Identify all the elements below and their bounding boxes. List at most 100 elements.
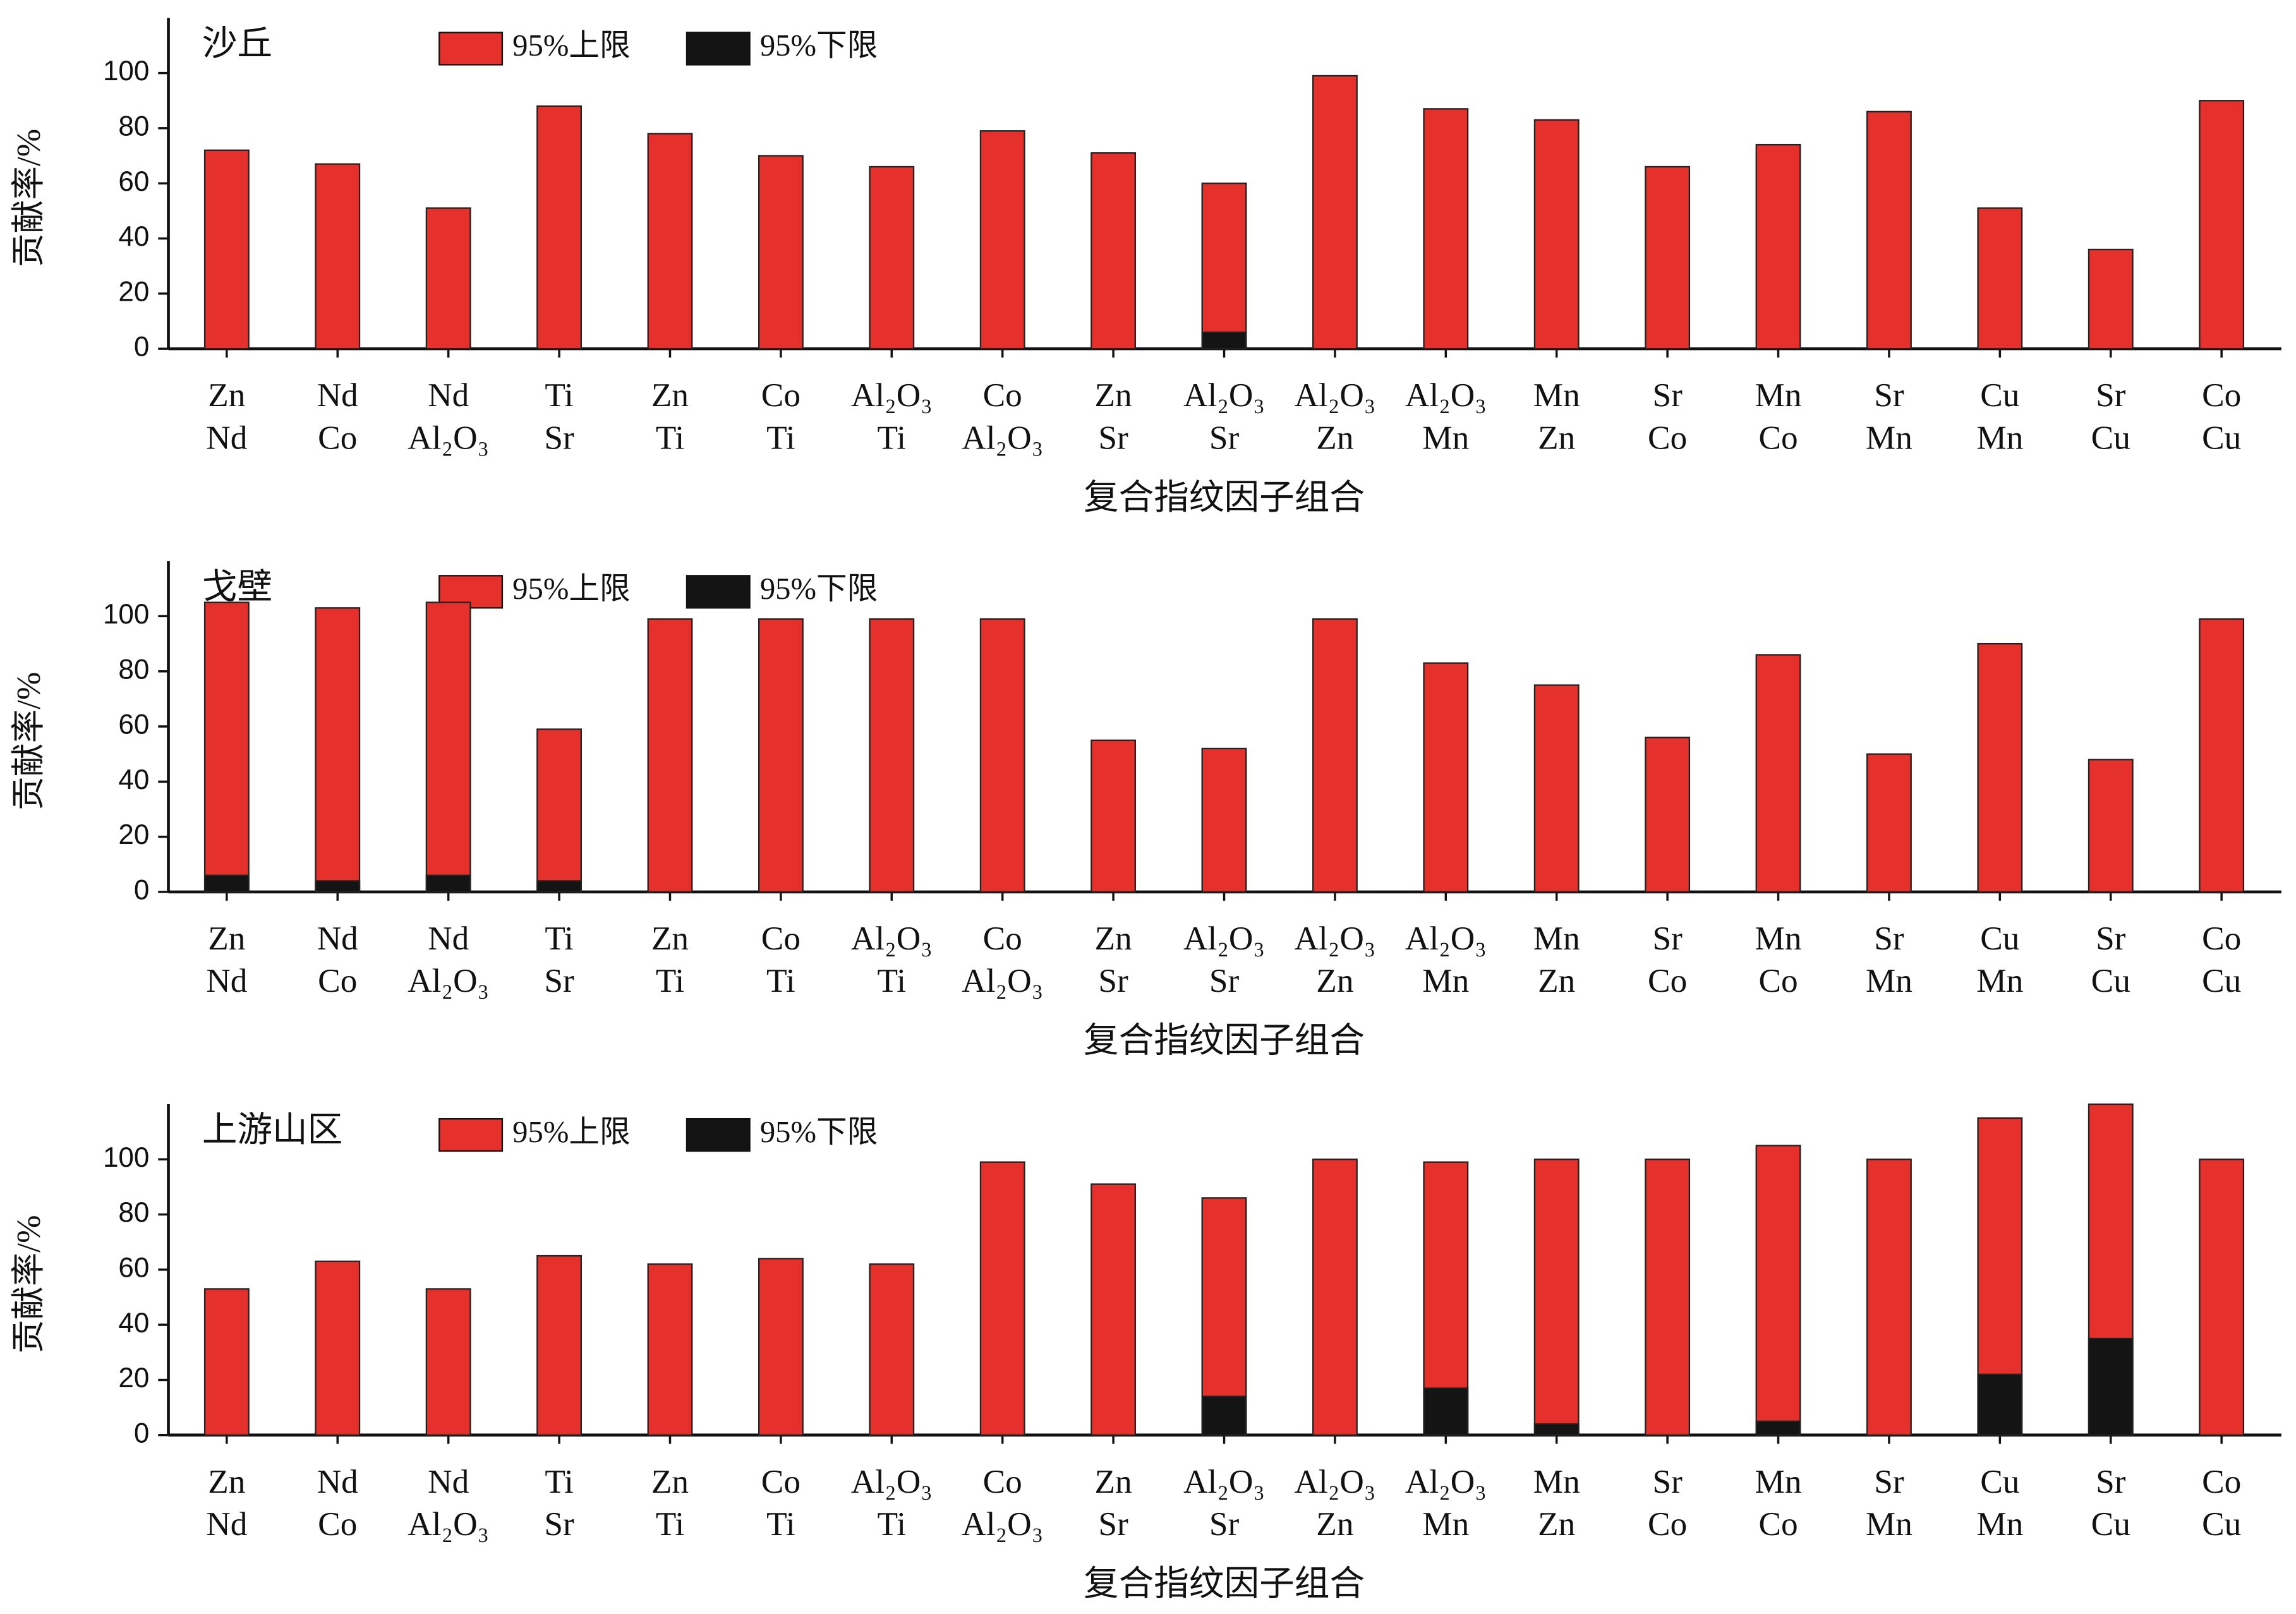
x-tick-label: Cu (2202, 419, 2241, 456)
x-tick-label: Cu (2202, 1505, 2241, 1543)
bar (758, 1258, 804, 1436)
bar (425, 1288, 471, 1436)
x-tick-label: Sr (1098, 1505, 1128, 1543)
x-tick-label: Co (761, 376, 801, 414)
legend-swatch (686, 1117, 751, 1152)
bar (536, 1255, 583, 1436)
x-tick-label: Sr (1098, 962, 1128, 999)
x-tick-label: Al₂O₃ (1405, 1463, 1487, 1500)
x-tick-label: Co (983, 376, 1022, 414)
legend-swatch (686, 32, 751, 66)
x-tick-label: Co (318, 1505, 357, 1543)
x-tick-label: Cu (2091, 419, 2130, 456)
x-tick-label: Mn (1976, 1505, 2023, 1543)
y-axis-title: 贡献率/% (10, 672, 47, 810)
bar (1533, 684, 1580, 893)
bar (2088, 759, 2134, 893)
y-tick-label: 0 (134, 332, 149, 363)
x-tick-label: Al₂O₃ (408, 1505, 489, 1543)
y-tick-label: 100 (103, 56, 149, 87)
x-tick-label: Sr (2096, 920, 2126, 957)
x-tick-label: Cu (2091, 1505, 2130, 1543)
x-tick-label: Sr (1874, 920, 1904, 957)
y-tick-label: 100 (103, 599, 149, 630)
legend-swatch (438, 32, 504, 66)
x-tick-label: Nd (206, 419, 247, 456)
bar (2199, 618, 2245, 893)
x-tick-label: Zn (208, 1463, 245, 1500)
x-tick-label: Co (761, 920, 801, 957)
y-tick-label: 20 (118, 819, 149, 850)
bar (1645, 1159, 1691, 1436)
bar (1091, 739, 1137, 893)
panel: 戈壁 95%上限 95%下限 0 20 40 60 80 100 贡献率/% 复合指纹因子组合 Zn N… (10, 561, 2281, 1061)
x-tick-label: Mn (1422, 1505, 1469, 1543)
x-tick-label: Cu (2091, 962, 2130, 999)
x-tick-label: Sr (1098, 419, 1128, 456)
x-tick-label: Mn (1755, 1463, 1802, 1500)
bar (758, 618, 804, 893)
x-tick-label: Mn (1976, 962, 2023, 999)
x-tick-label: Sr (1209, 962, 1240, 999)
x-tick-label: Al₂O₃ (1294, 376, 1375, 414)
bar (1423, 662, 1469, 893)
x-tick-label: Al₂O₃ (1294, 920, 1375, 957)
bar (1423, 108, 1469, 350)
y-tick-label: 0 (134, 875, 149, 906)
y-tick-label: 20 (118, 276, 149, 307)
x-tick-label: Al₂O₃ (851, 920, 933, 957)
x-tick-label: Co (318, 419, 357, 456)
x-tick-label: Sr (1652, 376, 1683, 414)
x-tick-label: Al₂O₃ (1183, 376, 1265, 414)
bar (425, 207, 471, 350)
x-tick-label: Zn (208, 920, 245, 957)
x-tick-label: Nd (317, 376, 358, 414)
x-tick-label: Ti (878, 1505, 907, 1543)
x-tick-label: Co (1648, 1505, 1687, 1543)
x-tick-label: Sr (1209, 419, 1240, 456)
x-tick-label: Cu (1980, 376, 2019, 414)
x-tick-label: Nd (428, 376, 469, 414)
y-tick-label: 40 (118, 1308, 149, 1339)
x-tick-label: Zn (1538, 962, 1575, 999)
y-tick-label: 60 (118, 166, 149, 197)
x-tick-label: Co (2202, 376, 2241, 414)
bar (647, 618, 693, 893)
x-tick-label: Ti (766, 1505, 795, 1543)
x-tick-label: Nd (428, 1463, 469, 1500)
x-tick-label: Al₂O₃ (1405, 376, 1487, 414)
x-tick-label: Mn (1755, 376, 1802, 414)
x-tick-label: Nd (317, 1463, 358, 1500)
legend-label: 95%下限 (760, 1115, 878, 1149)
bar (2199, 1159, 2245, 1436)
bar (869, 166, 915, 350)
x-tick-label: Zn (1538, 419, 1575, 456)
bar (1977, 642, 2023, 893)
x-tick-label: Zn (1316, 1505, 1353, 1543)
x-tick-label: Zn (1095, 376, 1132, 414)
x-tick-label: Sr (2096, 1463, 2126, 1500)
legend-label: 95%下限 (760, 572, 878, 606)
bar (647, 1263, 693, 1436)
bar (1533, 119, 1580, 350)
x-axis-title: 复合指纹因子组合 (1084, 1565, 1365, 1604)
bar (2199, 100, 2245, 350)
bar (1977, 207, 2023, 350)
panel-title: 上游山区 (202, 1111, 342, 1150)
bar (1312, 75, 1358, 350)
x-tick-label: Ti (656, 1505, 685, 1543)
x-tick-label: Co (983, 920, 1022, 957)
bar (1312, 618, 1358, 893)
panel: 沙丘 95%上限 95%下限 0 20 40 60 80 100 贡献率/% 复合指纹因子组合 Zn N… (10, 18, 2281, 517)
legend-label: 95%上限 (512, 28, 631, 63)
y-tick-label: 0 (134, 1418, 149, 1448)
panel-title: 戈壁 (202, 567, 272, 606)
x-tick-label: Mn (1976, 419, 2023, 456)
x-tick-label: Sr (1652, 920, 1683, 957)
bar (536, 880, 583, 893)
x-tick-label: Nd (317, 920, 358, 957)
x-tick-label: Ti (656, 419, 685, 456)
x-tick-label: Zn (208, 376, 245, 414)
x-tick-label: Mn (1533, 1463, 1580, 1500)
y-axis-title: 贡献率/% (10, 1215, 47, 1353)
